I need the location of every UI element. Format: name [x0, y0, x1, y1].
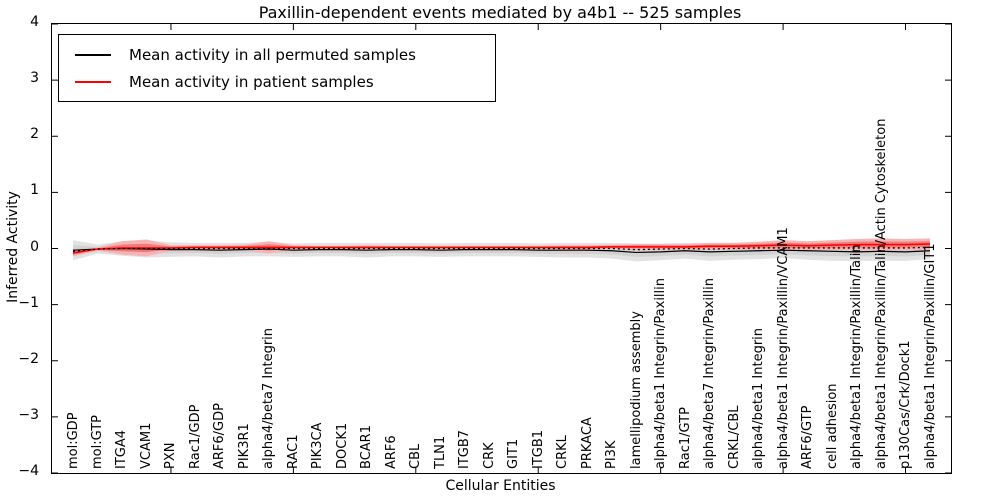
chart-canvas [52, 24, 951, 473]
y-tick-label: 4 [30, 14, 39, 30]
y-tick-label: 3 [30, 70, 39, 87]
legend-entry-patient: Mean activity in patient samples [59, 68, 495, 95]
black-line-swatch-icon [75, 53, 111, 56]
y-tick-label: 0 [30, 238, 39, 255]
legend-label-permuted: Mean activity in all permuted samples [129, 45, 416, 64]
chart-title: Paxillin-dependent events mediated by a4… [258, 3, 742, 22]
legend-entry-permuted: Mean activity in all permuted samples [59, 41, 495, 68]
y-tick-label: −3 [18, 406, 39, 423]
y-axis-label: Inferred Activity [5, 191, 21, 303]
x-axis-label: Cellular Entities [445, 478, 556, 494]
y-tick-label: 2 [30, 126, 39, 143]
y-tick-label: −4 [18, 463, 39, 479]
y-tick-label: 1 [30, 182, 39, 199]
Mean activity in all permuted samples [72, 247, 931, 254]
y-tick-label: −2 [18, 350, 39, 367]
legend-label-patient: Mean activity in patient samples [129, 72, 374, 91]
plot-area: mol:GDP mol:GTP ITGA4 VCAM1 PXN Rac1/GDP ARF6/… [51, 23, 952, 474]
Mean activity in patient samples [72, 243, 931, 254]
legend: Mean activity in all permuted samples Me… [58, 34, 496, 102]
red-line-swatch-icon [75, 80, 111, 83]
y-tick-label: −1 [18, 294, 39, 311]
y-axis-tick-labels: 4 3 2 1 0 −1 −2 −3 −4 [0, 14, 45, 479]
